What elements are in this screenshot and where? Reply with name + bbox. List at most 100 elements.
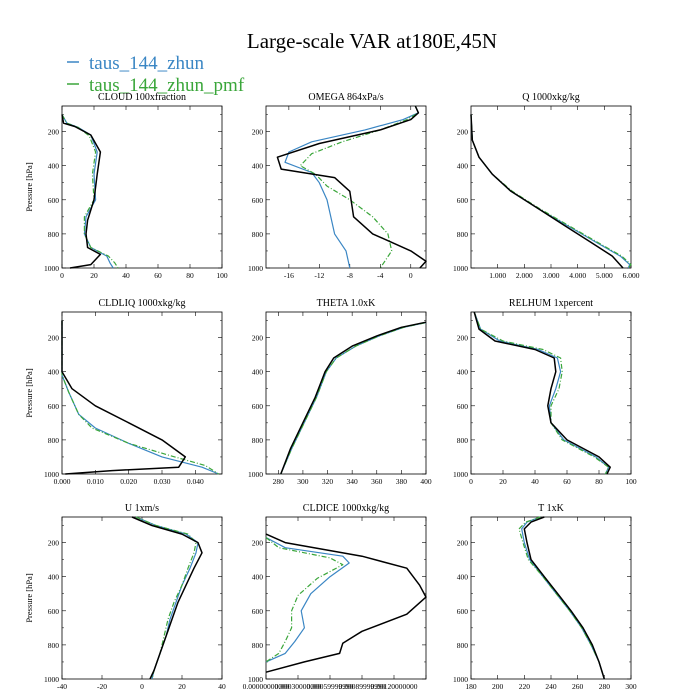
series-line-black [61,320,187,475]
panel-frame [470,311,632,475]
y-tick-label: 200 [48,334,60,343]
y-tick-label: 200 [457,334,469,343]
panel-frame [265,311,427,475]
x-tick-label: 300 [625,682,637,691]
y-tick-label: 800 [252,436,264,445]
x-tick-label: 360 [371,477,383,486]
series-line-black [473,311,611,475]
y-tick-label: 200 [252,539,264,548]
x-tick-label: 0.030 [154,477,171,486]
x-tick-label: 0.00089999990 [339,682,386,691]
y-tick-label: 200 [48,128,60,137]
series-line-blue [135,516,199,680]
y-axis-label: Pressure [hPa] [24,368,34,418]
x-tick-label: 0.000 [54,477,71,486]
x-tick-label: -20 [97,682,107,691]
panel-6: U 1xm/s -40 -20 0 20 40 200 400 600 800 1000 Pressu… [24,503,226,691]
panel-1: OMEGA 864xPa/s -16 -12 -8 -4 0 200 400 600 800 100… [248,92,427,280]
x-tick-label: 5.000 [596,271,613,280]
series-line-green [473,311,610,475]
y-axis-label: Pressure [hPa] [24,573,34,623]
x-tick-label: 240 [545,682,557,691]
y-tick-label: 400 [457,368,469,377]
y-tick-label: 800 [48,436,60,445]
y-tick-label: 400 [457,162,469,171]
x-tick-label: 200 [492,682,504,691]
y-tick-label: 400 [252,162,264,171]
y-tick-label: 200 [457,128,469,137]
y-tick-label: 600 [457,607,469,616]
x-tick-label: -4 [377,271,383,280]
x-tick-label: 0.00030000000 [275,682,322,691]
panel-8: T 1xK 180 200 220 240 260 280 300 200 400 600 800 10… [453,503,637,691]
x-tick-label: 0.040 [187,477,204,486]
x-tick-label: -16 [284,271,294,280]
series-line-blue [521,516,605,680]
y-tick-label: 400 [457,573,469,582]
x-tick-label: 180 [465,682,477,691]
series-line-black [470,114,624,269]
x-tick-label: 60 [563,477,571,486]
y-tick-label: 600 [48,402,60,411]
y-tick-label: 200 [252,128,264,137]
x-tick-label: 2.000 [516,271,533,280]
y-tick-label: 1000 [44,264,59,273]
x-tick-label: 100 [216,271,228,280]
x-tick-label: 3.000 [543,271,560,280]
x-tick-label: 80 [186,271,194,280]
y-tick-label: 200 [48,539,60,548]
series-line-green [61,320,220,475]
y-tick-label: 800 [48,641,60,650]
x-tick-label: 20 [499,477,507,486]
x-tick-label: 4.000 [569,271,586,280]
y-tick-label: 1000 [248,470,263,479]
series-line-blue [470,114,631,269]
panel-0: CLOUD 100xfraction 0 20 40 60 80 100 200 400 600 8… [24,92,228,280]
y-axis-label: Pressure [hPa] [24,162,34,212]
panel-title: U 1xm/s [125,503,159,514]
panel-5: RELHUM 1xpercent 0 20 40 60 80 100 200 400 600 800… [453,298,637,486]
legend-label-1: taus_144_zhun_pmf [89,75,245,96]
x-tick-label: 1.000 [489,271,506,280]
panel-frame [61,311,223,475]
x-tick-label: -12 [314,271,324,280]
panel-title: CLDLIQ 1000xkg/kg [99,298,186,309]
panel-frame [61,516,223,680]
series-line-green [280,322,427,475]
y-tick-label: 400 [48,368,60,377]
y-tick-label: 1000 [453,470,468,479]
y-tick-label: 800 [48,230,60,239]
x-tick-label: 20 [178,682,186,691]
y-tick-label: 600 [252,607,264,616]
panel-frame [61,105,223,269]
y-tick-label: 600 [457,196,469,205]
x-tick-label: 0 [140,682,144,691]
x-tick-label: 0 [469,477,473,486]
y-tick-label: 800 [252,230,264,239]
y-tick-label: 400 [252,368,264,377]
y-tick-label: 800 [457,230,469,239]
y-tick-label: 600 [48,196,60,205]
y-tick-label: 800 [457,641,469,650]
y-tick-label: 1000 [453,675,468,684]
y-tick-label: 400 [48,162,60,171]
series-line-green [299,105,419,269]
y-tick-label: 400 [252,573,264,582]
x-tick-label: 100 [625,477,637,486]
panel-title: T 1xK [538,503,564,514]
x-tick-label: 0.010 [87,477,104,486]
panel-3: CLDLIQ 1000xkg/kg 0.000 0.010 0.020 0.030 0.0… [24,298,223,486]
panel-title: RELHUM 1xpercent [509,298,593,309]
x-tick-label: 40 [218,682,226,691]
series-line-blue [265,536,350,663]
panel-frame [265,105,427,269]
y-tick-label: 1000 [44,675,59,684]
series-line-black [280,321,427,475]
panel-title: CLDICE 1000xkg/kg [303,503,389,514]
x-tick-label: 0.00000000000 [243,682,290,691]
y-tick-label: 200 [457,539,469,548]
panel-4: THETA 1.0xK 280 300 320 340 360 380 400 200 400 60… [248,298,432,486]
panel-frame [265,516,427,680]
